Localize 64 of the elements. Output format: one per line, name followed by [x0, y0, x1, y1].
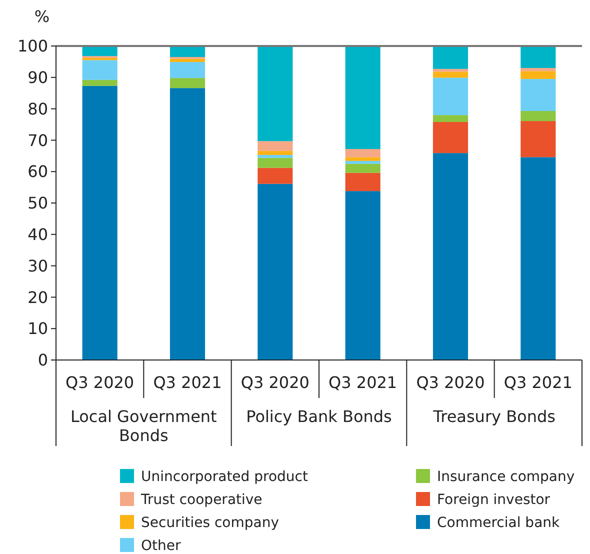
bar [345, 148, 380, 158]
bar [345, 191, 380, 360]
bar [520, 111, 556, 122]
x-tick-label: Q3 2021 [153, 373, 222, 392]
y-axis-title: % [34, 7, 50, 26]
bar [520, 46, 556, 68]
legend-label: Other [141, 538, 181, 554]
bar [82, 60, 118, 80]
legend-label: Commercial bank [437, 514, 561, 531]
x-tick-label: Q3 2021 [504, 373, 572, 392]
text: Local Government Bonds [70, 407, 217, 445]
bar [170, 88, 206, 360]
bar [432, 115, 468, 122]
bar [82, 80, 118, 86]
y-tick-label: 40 [28, 225, 48, 244]
bar [520, 78, 556, 111]
y-tick-label: 70 [28, 130, 48, 150]
bar [170, 46, 206, 57]
legend-label: Insurance company [437, 468, 575, 485]
bar [432, 78, 468, 116]
bar [258, 158, 293, 168]
bar [82, 86, 118, 360]
legend-label: Securities company [141, 514, 279, 531]
bar [258, 184, 293, 360]
x-tick-label: Q3 2020 [66, 373, 134, 392]
legend-label: Trust cooperative [140, 492, 262, 508]
bar [170, 78, 206, 88]
y-tick-label: 10 [28, 319, 48, 338]
x-tick-label: Q3 2020 [240, 373, 310, 392]
y-tick-label: 50 [28, 194, 48, 213]
bar [520, 71, 556, 79]
y-tick-label: 80 [28, 99, 48, 118]
bar [520, 157, 556, 360]
y-tick-label: 100 [17, 36, 48, 56]
bar [520, 68, 556, 72]
bar [432, 122, 468, 154]
bar [345, 46, 380, 149]
bar [432, 72, 468, 78]
y-tick-label: 90 [28, 68, 48, 87]
bar [432, 153, 468, 360]
legend-label: Unincorporated product [141, 468, 308, 485]
bar [258, 141, 293, 151]
y-tick-label: 30 [28, 256, 48, 276]
bar [170, 58, 206, 62]
text: Policy Bank Bonds [246, 407, 392, 426]
bar [432, 46, 468, 69]
bar [345, 157, 380, 161]
bar [170, 62, 206, 78]
bar [345, 164, 380, 173]
y-tick-label: 0 [38, 350, 48, 370]
y-tick-label: 20 [28, 288, 48, 307]
bar [258, 154, 293, 158]
bar [82, 58, 118, 60]
bar [345, 160, 380, 164]
bar [258, 46, 293, 142]
bar [520, 121, 556, 158]
bar [258, 150, 293, 155]
legend-label: Foreign investor [437, 492, 550, 508]
x-tick-label: Q3 2020 [416, 373, 485, 392]
x-tick-label: Q3 2021 [328, 373, 398, 392]
bar [345, 172, 380, 192]
text: Treasury Bonds [432, 407, 556, 426]
y-tick-label: 60 [28, 162, 48, 182]
bar [258, 168, 293, 184]
